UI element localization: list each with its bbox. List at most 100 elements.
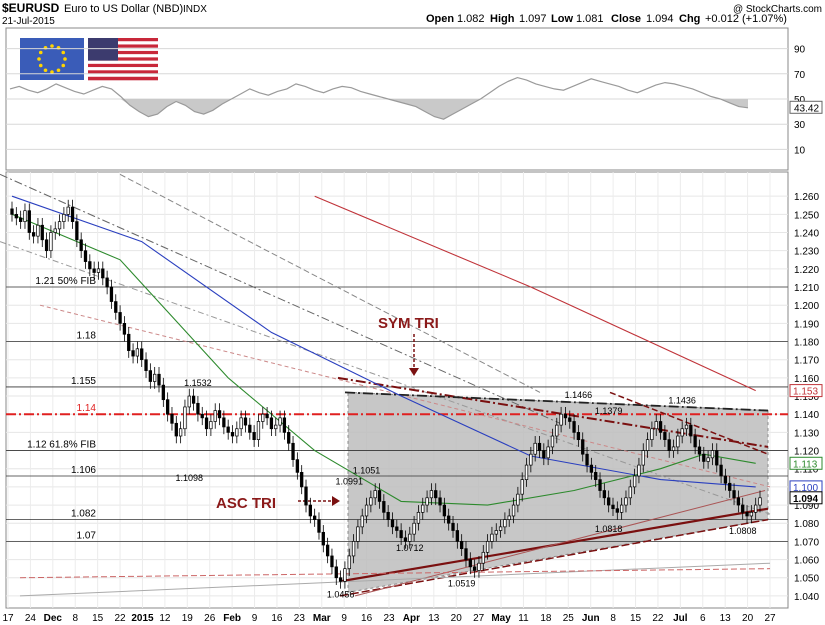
price-tick-label: 1.260	[794, 192, 819, 203]
candle-body	[671, 446, 676, 451]
candle-body	[282, 417, 287, 433]
candle-body	[265, 413, 269, 419]
high-value: 1.097	[519, 13, 547, 25]
candle-body	[568, 417, 572, 422]
price-x-tick-label: 13	[720, 613, 732, 624]
candle-body	[235, 428, 239, 437]
price-x-tick-label: Apr	[403, 613, 420, 624]
candle-body	[40, 224, 44, 241]
candle-body	[325, 544, 330, 557]
candle-body	[230, 432, 235, 437]
price-x-tick-label: 20	[451, 613, 463, 624]
candle-body	[559, 413, 563, 426]
chg-label: Chg	[679, 13, 700, 25]
horizontal-level-label: 1.082	[71, 509, 96, 520]
us-stripe	[88, 38, 158, 42]
candle-body	[131, 350, 135, 357]
candle-body	[736, 497, 741, 506]
price-x-tick-label: 27	[473, 613, 485, 624]
candle-body	[287, 432, 291, 444]
candle-body	[507, 515, 511, 520]
price-x-tick-label: Mar	[313, 613, 331, 624]
trendlines	[0, 173, 771, 597]
candle-body	[217, 410, 222, 419]
candle-body	[148, 370, 153, 382]
sym-tri-arrowhead	[409, 368, 419, 376]
candle-body	[663, 432, 667, 441]
trendline	[119, 173, 541, 393]
candle-body	[395, 526, 399, 531]
candle-body	[83, 250, 88, 262]
price-annotation: 1.0991	[335, 477, 363, 487]
price-annotation: 1.0712	[396, 543, 424, 553]
rsi-tick-label: 70	[794, 70, 806, 81]
price-tick-label: 1.200	[794, 301, 819, 312]
candle-body	[14, 213, 18, 219]
candle-body	[572, 421, 576, 433]
us-flag-icon	[88, 38, 158, 81]
candle-body	[92, 268, 96, 273]
candle-body	[537, 442, 542, 451]
candle-body	[295, 459, 300, 473]
horizontal-level-label: 1.12 61.8% FIB	[27, 440, 96, 451]
candle-body	[196, 402, 200, 415]
us-stripe	[88, 76, 158, 81]
us-stripe	[88, 44, 158, 48]
candle-body	[637, 464, 641, 477]
price-x-tick-label: 9	[252, 613, 258, 624]
trendline	[19, 562, 771, 597]
candle-body	[382, 501, 386, 513]
candle-body	[658, 421, 663, 433]
candle-body	[602, 490, 606, 499]
price-badge	[789, 491, 823, 505]
candle-body	[745, 511, 749, 517]
candle-body	[278, 417, 282, 426]
candle-body	[274, 424, 278, 430]
candle-body	[754, 504, 758, 513]
candle-body	[10, 208, 14, 215]
trendline	[609, 391, 769, 455]
price-x-tick-label: 9	[341, 613, 347, 624]
close-value: 1.094	[646, 13, 674, 25]
candle-body	[516, 493, 520, 506]
candle-body	[118, 312, 122, 324]
candle-body	[485, 541, 490, 553]
us-stripe	[88, 50, 158, 55]
candle-body	[200, 413, 204, 419]
us-stripe	[88, 47, 158, 52]
candle-body	[23, 210, 27, 222]
candle-body	[49, 232, 53, 252]
candle-body	[511, 504, 516, 517]
candle-body	[191, 395, 196, 404]
candle-body	[581, 439, 585, 455]
eu-star-icon	[50, 70, 54, 74]
horizontal-level-label: 1.14	[77, 403, 97, 414]
price-x-tick-label: 16	[271, 613, 283, 624]
candle-body	[520, 479, 524, 495]
candle-body	[645, 439, 650, 451]
candle-body	[96, 268, 101, 273]
candle-body	[386, 511, 390, 520]
candle-body	[153, 373, 157, 382]
price-tick-label: 1.120	[794, 447, 819, 458]
candle-body	[70, 206, 75, 222]
chg-value: +0.012 (+1.07%)	[705, 13, 787, 25]
price-badge	[789, 384, 823, 398]
candle-body	[321, 531, 325, 546]
eu-star-icon	[61, 50, 66, 55]
price-x-tick-label: 12	[159, 613, 171, 624]
price-tick-label: 1.040	[794, 592, 819, 603]
candle-body	[122, 323, 127, 335]
chart-symbol: $EURUSD	[2, 1, 60, 15]
candle-body	[174, 422, 178, 437]
candle-body	[222, 417, 226, 428]
eu-star-icon	[43, 68, 48, 73]
candle-body	[317, 519, 321, 533]
candle-body	[140, 348, 144, 361]
candle-body	[351, 541, 356, 557]
price-tick-label: 1.130	[794, 428, 819, 439]
candle-body	[477, 562, 481, 571]
candle-body	[728, 482, 732, 491]
price-annotation: 1.0456	[327, 590, 355, 600]
